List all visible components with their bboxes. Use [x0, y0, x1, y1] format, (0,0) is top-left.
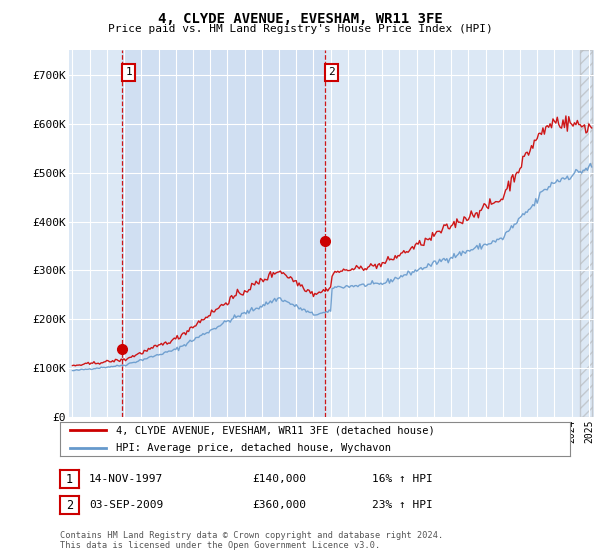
Bar: [122, 50, 325, 417]
Text: 2: 2: [66, 498, 73, 512]
Text: Price paid vs. HM Land Registry's House Price Index (HPI): Price paid vs. HM Land Registry's House …: [107, 24, 493, 34]
Text: 4, CLYDE AVENUE, EVESHAM, WR11 3FE (detached house): 4, CLYDE AVENUE, EVESHAM, WR11 3FE (deta…: [116, 425, 435, 435]
Text: 14-NOV-1997: 14-NOV-1997: [89, 474, 163, 484]
Text: 16% ↑ HPI: 16% ↑ HPI: [372, 474, 433, 484]
Text: HPI: Average price, detached house, Wychavon: HPI: Average price, detached house, Wych…: [116, 443, 391, 453]
Text: 23% ↑ HPI: 23% ↑ HPI: [372, 500, 433, 510]
Text: £140,000: £140,000: [252, 474, 306, 484]
Text: 1: 1: [125, 67, 132, 77]
Text: £360,000: £360,000: [252, 500, 306, 510]
Text: 4, CLYDE AVENUE, EVESHAM, WR11 3FE: 4, CLYDE AVENUE, EVESHAM, WR11 3FE: [158, 12, 442, 26]
Text: 2: 2: [328, 67, 335, 77]
Text: Contains HM Land Registry data © Crown copyright and database right 2024.
This d: Contains HM Land Registry data © Crown c…: [60, 531, 443, 550]
Text: 03-SEP-2009: 03-SEP-2009: [89, 500, 163, 510]
Text: 1: 1: [66, 473, 73, 486]
Bar: [580, 50, 592, 417]
